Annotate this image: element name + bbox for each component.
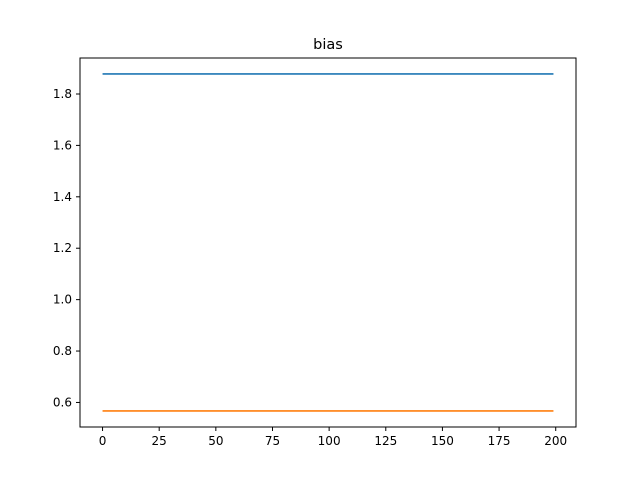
plot-frame	[79, 57, 577, 428]
series-layer	[102, 73, 554, 412]
y-tick-label: 1.2	[53, 241, 72, 255]
y-axis: 0.6 0.8 1.0 1.2 1.4 1.6 1.8	[53, 87, 80, 409]
x-tick-label: 175	[488, 434, 511, 448]
y-tick-label: 1.0	[53, 293, 72, 307]
x-tick-label: 150	[431, 434, 454, 448]
y-tick-label: 0.8	[53, 344, 72, 358]
x-tick-label: 0	[99, 434, 107, 448]
x-tick-label: 25	[152, 434, 167, 448]
x-tick-label: 75	[265, 434, 280, 448]
y-tick-label: 1.4	[53, 190, 72, 204]
x-tick-label: 200	[544, 434, 567, 448]
x-axis: 0 25 50 75 100 125 150 175 200	[99, 427, 567, 448]
x-tick-label: 100	[318, 434, 341, 448]
y-tick-label: 1.6	[53, 138, 72, 152]
x-tick-label: 125	[374, 434, 397, 448]
x-tick-label: 50	[208, 434, 223, 448]
chart-title: bias	[313, 37, 343, 53]
y-tick-label: 1.8	[53, 87, 72, 101]
y-tick-label: 0.6	[53, 395, 72, 409]
